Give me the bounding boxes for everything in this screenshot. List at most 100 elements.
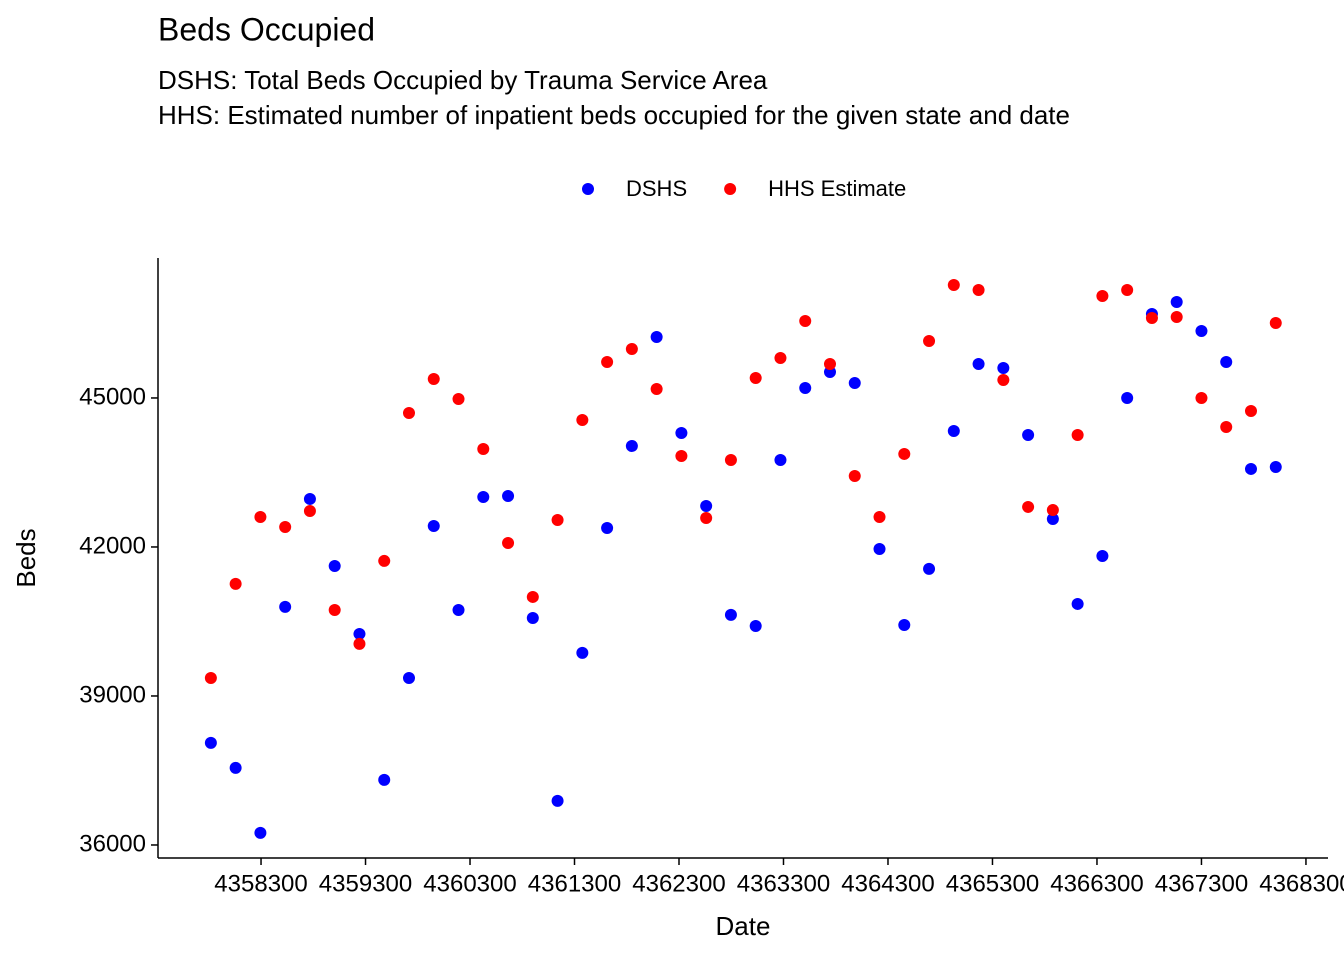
- data-point: [576, 413, 589, 426]
- data-point: [1096, 289, 1109, 302]
- data-point: [279, 600, 292, 613]
- data-point: [1121, 283, 1134, 296]
- data-point: [378, 773, 391, 786]
- data-point: [551, 513, 564, 526]
- chart-subtitle: DSHS: Total Beds Occupied by Trauma Serv…: [158, 65, 768, 95]
- data-point: [452, 392, 465, 405]
- data-point: [947, 424, 960, 437]
- data-point: [675, 449, 688, 462]
- y-tick-label: 45000: [79, 383, 146, 410]
- legend-marker: [582, 183, 594, 195]
- x-tick-label: 4366300: [1050, 870, 1143, 897]
- data-point: [328, 603, 341, 616]
- data-point: [254, 510, 267, 523]
- data-point: [724, 608, 737, 621]
- legend-marker: [724, 183, 737, 195]
- chart-title: Beds Occupied: [158, 11, 375, 47]
- data-point: [204, 736, 217, 749]
- data-point: [402, 671, 415, 684]
- chart-subtitle: HHS: Estimated number of inpatient beds …: [158, 100, 1070, 130]
- data-point: [700, 511, 713, 524]
- data-point: [402, 406, 415, 419]
- data-point: [1046, 512, 1059, 525]
- data-point: [526, 611, 539, 624]
- x-tick-label: 4362300: [632, 870, 725, 897]
- data-point: [477, 442, 490, 455]
- x-tick-label: 4364300: [841, 870, 934, 897]
- data-point: [1170, 311, 1183, 324]
- data-point: [502, 489, 515, 502]
- x-axis-title: Date: [716, 911, 771, 941]
- data-point: [328, 559, 341, 572]
- data-point: [898, 618, 911, 631]
- data-point: [502, 536, 515, 549]
- data-point: [749, 371, 762, 384]
- data-point: [675, 426, 688, 439]
- data-point: [1096, 549, 1109, 562]
- data-point: [601, 355, 614, 368]
- y-axis-title: Beds: [11, 528, 41, 587]
- data-point: [204, 671, 217, 684]
- data-point: [1244, 404, 1257, 417]
- data-point: [724, 453, 737, 466]
- data-point: [1046, 503, 1059, 516]
- data-point: [477, 490, 490, 503]
- y-tick-label: 39000: [79, 681, 146, 708]
- data-point: [848, 376, 861, 389]
- x-tick-label: 4368300: [1259, 870, 1344, 897]
- data-point: [799, 314, 812, 327]
- x-tick-label: 4361300: [528, 870, 621, 897]
- data-point: [1022, 500, 1035, 513]
- data-point: [452, 603, 465, 616]
- data-point: [526, 590, 539, 603]
- legend-label: DSHS: [626, 176, 687, 201]
- data-point: [625, 439, 638, 452]
- data-point: [1220, 420, 1233, 433]
- data-point: [898, 447, 911, 460]
- data-point: [378, 554, 391, 567]
- x-tick-label: 4360300: [423, 870, 516, 897]
- data-point: [254, 826, 267, 839]
- data-point: [1269, 460, 1282, 473]
- data-point: [229, 577, 242, 590]
- data-point: [650, 382, 663, 395]
- data-point: [947, 278, 960, 291]
- data-point: [1170, 296, 1183, 309]
- data-point: [997, 373, 1010, 386]
- data-point: [1145, 312, 1158, 324]
- x-tick-label: 4363300: [737, 870, 830, 897]
- data-point: [427, 372, 440, 385]
- data-point: [848, 469, 861, 482]
- data-point: [625, 342, 638, 355]
- data-point: [1071, 597, 1084, 610]
- data-point: [353, 627, 366, 640]
- data-point: [1269, 316, 1282, 329]
- data-point: [997, 361, 1010, 374]
- data-point: [923, 562, 936, 575]
- data-point: [923, 334, 936, 347]
- data-point: [427, 519, 440, 532]
- data-point: [551, 794, 564, 807]
- data-point: [823, 357, 836, 370]
- data-point: [303, 504, 316, 517]
- data-point: [279, 520, 292, 533]
- data-point: [700, 499, 713, 512]
- data-point: [774, 351, 787, 364]
- data-point: [353, 637, 366, 650]
- data-point: [229, 761, 242, 774]
- data-point: [873, 510, 886, 523]
- data-point: [873, 542, 886, 555]
- data-point: [972, 357, 985, 370]
- data-point: [650, 330, 663, 343]
- data-point: [799, 381, 812, 394]
- y-tick-label: 36000: [79, 830, 146, 857]
- data-point: [1195, 324, 1208, 337]
- data-point: [1121, 391, 1134, 404]
- data-point: [1195, 391, 1208, 404]
- x-tick-label: 4365300: [946, 870, 1039, 897]
- data-point: [1244, 462, 1257, 475]
- x-tick-label: 4358300: [214, 870, 307, 897]
- x-tick-label: 4359300: [319, 870, 412, 897]
- data-point: [576, 646, 589, 659]
- x-tick-label: 4367300: [1155, 870, 1248, 897]
